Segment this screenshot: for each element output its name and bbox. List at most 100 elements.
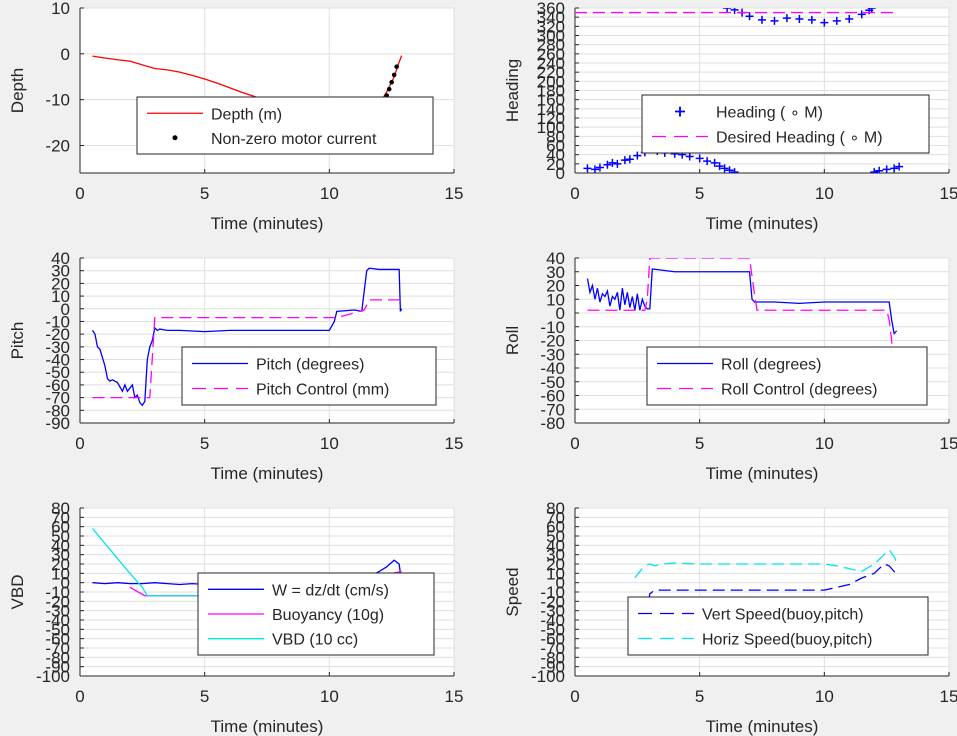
y-tick-label: -90: [540, 658, 565, 677]
y-tick-label: 20: [546, 277, 565, 296]
x-axis-label: Time (minutes): [706, 214, 819, 233]
data-point: [583, 164, 592, 173]
y-tick-label: 30: [546, 546, 565, 565]
series-layer: [634, 549, 898, 626]
chart-panel-2: 0 5 10 150204060801001201401601802002202402…: [503, 0, 957, 233]
y-tick-label: -10: [45, 312, 70, 331]
legend-label: VBD (10 cc): [272, 632, 358, 649]
y-tick-label: -20: [45, 592, 70, 611]
x-tick-label: 5: [695, 184, 704, 203]
data-point: [394, 64, 399, 69]
series-line-2: [92, 299, 402, 399]
legend-label: W = dz/dt (cm/s): [272, 582, 389, 599]
data-point: [620, 156, 629, 165]
data-point: [875, 166, 884, 173]
data-point: [870, 168, 879, 173]
data-point: [720, 164, 729, 173]
data-point: [613, 159, 622, 168]
y-tick-label: -20: [540, 332, 565, 351]
y-tick-label: -30: [540, 602, 565, 621]
y-tick-label: 280: [537, 36, 565, 55]
y-tick-label: -10: [540, 318, 565, 337]
data-point: [807, 15, 816, 24]
y-tick-label: 40: [546, 249, 565, 268]
y-tick-label: 300: [537, 27, 565, 46]
y-tick-label: -50: [45, 363, 70, 382]
y-tick-label: 0: [556, 304, 565, 323]
y-tick-label: 120: [537, 109, 565, 128]
y-tick-label: 70: [546, 508, 565, 527]
data-point: [590, 165, 599, 173]
y-axis-label: Heading: [503, 59, 522, 122]
x-tick-label: 5: [200, 434, 209, 453]
y-tick-label: -50: [540, 373, 565, 392]
x-tick-label: 10: [815, 184, 834, 203]
y-tick-label: 10: [51, 564, 70, 583]
y-tick-label: 0: [556, 574, 565, 593]
x-tick-label: 0: [570, 434, 579, 453]
series-layer: [575, 8, 904, 173]
y-tick-label: 10: [546, 290, 565, 309]
y-axis-label: Speed: [503, 567, 522, 616]
x-tick-label: 0: [75, 184, 84, 203]
y-tick-label: 20: [546, 555, 565, 574]
y-axis-label: Depth: [8, 68, 27, 113]
y-axis-label: VBD: [8, 575, 27, 610]
y-tick-label: -20: [45, 325, 70, 344]
y-tick-label: -30: [45, 338, 70, 357]
x-tick-label: 15: [445, 687, 464, 706]
y-tick-label: -50: [540, 620, 565, 639]
y-tick-label: 220: [537, 63, 565, 82]
y-tick-label: -60: [540, 630, 565, 649]
y-tick-label: 100: [537, 118, 565, 137]
x-tick-label: 0: [570, 687, 579, 706]
x-tick-label: 10: [320, 434, 339, 453]
data-point: [389, 79, 394, 85]
data-point: [782, 14, 791, 23]
y-tick-label: -60: [540, 387, 565, 406]
y-tick-label: 140: [537, 100, 565, 119]
x-tick-label: 5: [200, 184, 209, 203]
data-point: [703, 157, 712, 166]
y-tick-label: -70: [540, 639, 565, 658]
data-point: [715, 162, 724, 171]
data-point: [725, 166, 734, 173]
y-tick-label: 0: [61, 45, 70, 64]
legend-label: Pitch Control (mm): [256, 382, 389, 399]
y-tick-label: -90: [45, 658, 70, 677]
y-tick-label: -10: [45, 583, 70, 602]
chart-panel-6: 0 5 10 15-100-90-80-70-60-50-40-30-20-10010…: [503, 499, 957, 736]
data-point: [882, 165, 891, 173]
y-tick-label: -30: [540, 345, 565, 364]
x-tick-label: 15: [445, 184, 464, 203]
x-tick-label: 10: [815, 434, 834, 453]
x-tick-label: 15: [940, 184, 957, 203]
y-tick-label: 160: [537, 91, 565, 110]
data-point: [895, 162, 904, 171]
series-line-1: [91, 267, 403, 407]
y-tick-label: -40: [45, 611, 70, 630]
y-tick-label: 40: [51, 249, 70, 268]
legend: Heading ( ∘ M) Desired Heading ( ∘ M): [641, 94, 930, 154]
data-point: [603, 160, 612, 169]
x-axis-label: Time (minutes): [706, 464, 819, 483]
y-tick-label: -80: [540, 648, 565, 667]
y-tick-label: -40: [540, 359, 565, 378]
y-tick-label: -40: [45, 351, 70, 370]
y-tick-label: -30: [45, 602, 70, 621]
x-tick-label: 15: [940, 434, 957, 453]
x-tick-label: 0: [570, 184, 579, 203]
x-tick-label: 5: [200, 687, 209, 706]
y-tick-label: 60: [546, 518, 565, 537]
legend-box: [641, 94, 930, 154]
y-tick-label: -90: [45, 414, 70, 433]
y-tick-label: 80: [546, 127, 565, 146]
x-tick-label: 5: [695, 687, 704, 706]
x-axis-label: Time (minutes): [211, 717, 324, 736]
data-point: [867, 8, 876, 12]
data-point: [595, 163, 604, 172]
y-tick-label: 40: [546, 536, 565, 555]
y-tick-label: 30: [51, 262, 70, 281]
legend-label: Heading ( ∘ M): [716, 105, 823, 122]
